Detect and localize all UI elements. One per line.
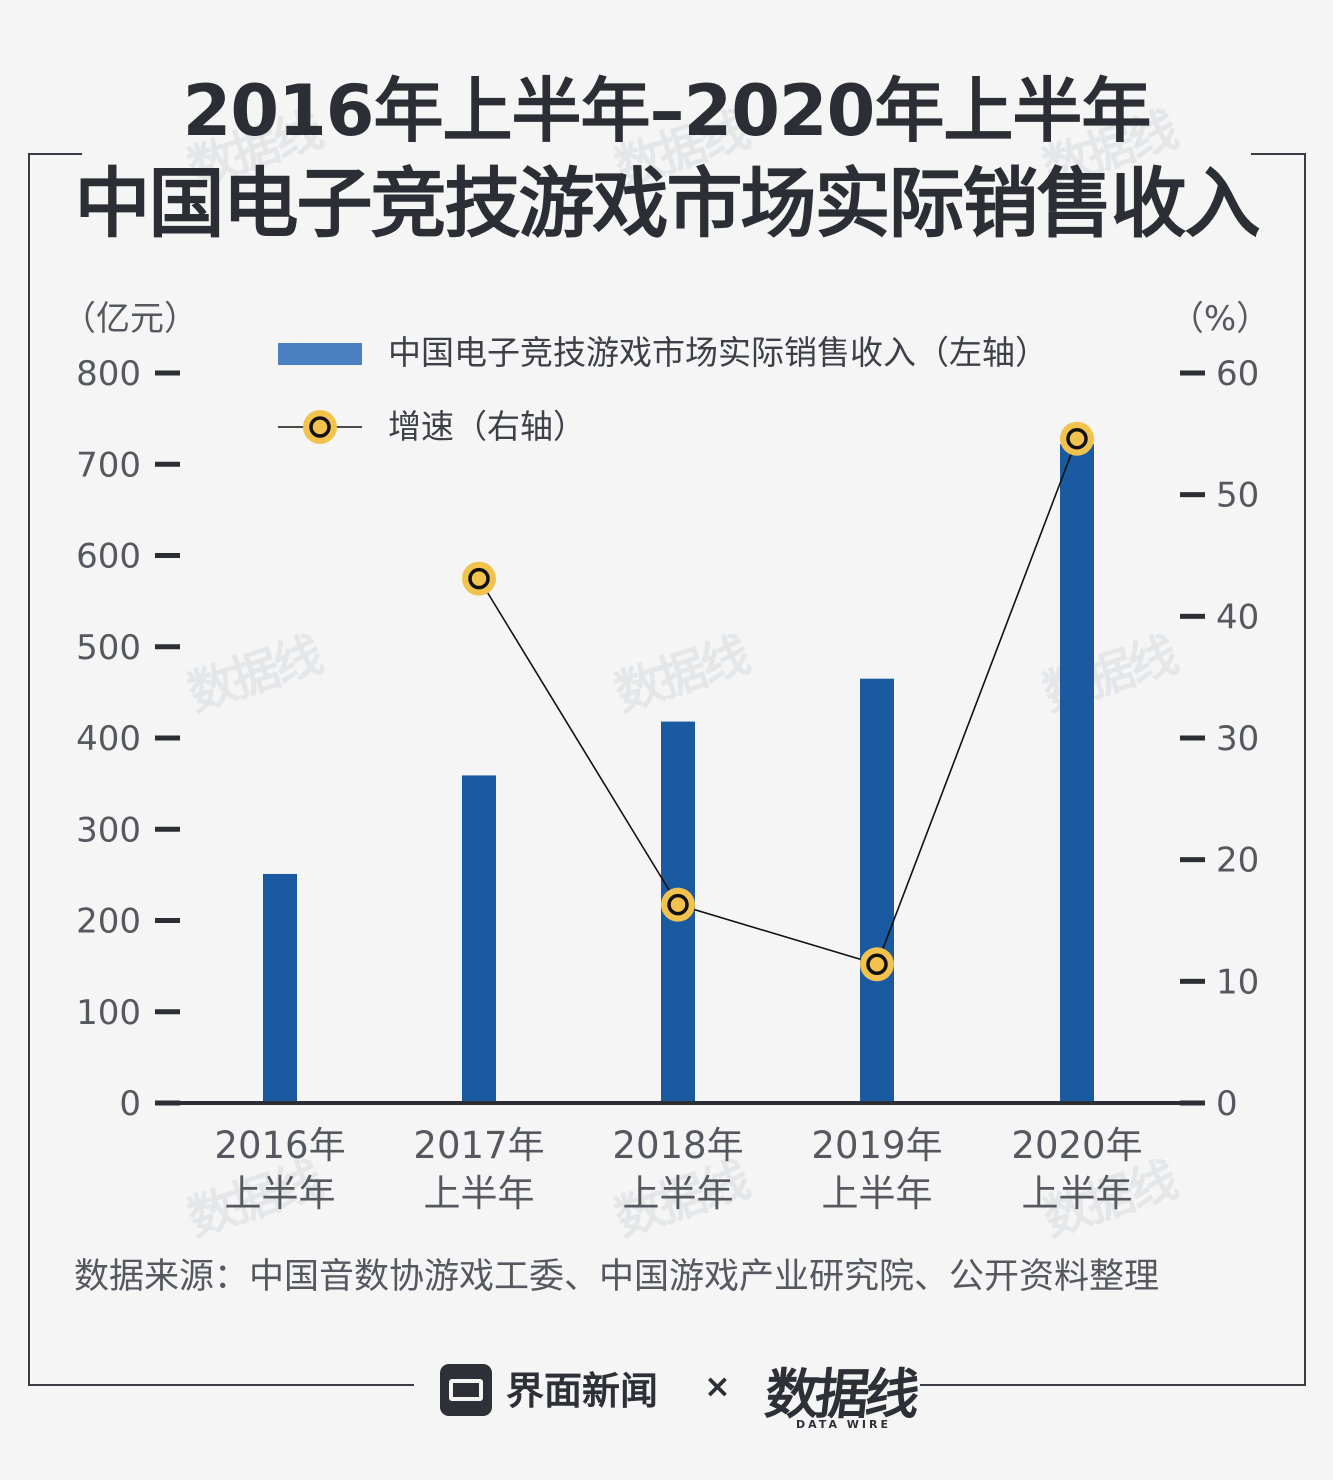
legend-line-marker-ring bbox=[309, 416, 331, 438]
right-tick-mark bbox=[1180, 735, 1205, 741]
left-tick-mark bbox=[155, 918, 180, 923]
growth-point bbox=[462, 561, 496, 596]
revenue-bar bbox=[1060, 444, 1094, 1103]
growth-point bbox=[1060, 421, 1094, 456]
datawire-logo-sub: DATA WIRE bbox=[796, 1418, 891, 1431]
frame-bottom-left bbox=[28, 1384, 414, 1386]
left-tick-label: 700 bbox=[76, 445, 141, 485]
right-tick-label: 40 bbox=[1216, 597, 1259, 637]
x-tick-label-half: 上半年 bbox=[623, 1172, 734, 1215]
left-tick-label: 0 bbox=[119, 1084, 141, 1124]
jiemian-logo-icon bbox=[440, 1364, 492, 1416]
growth-point-ring bbox=[1066, 427, 1088, 450]
x-tick-label-half: 上半年 bbox=[822, 1172, 933, 1215]
chart-title-line2: 中国电子竞技游戏市场实际销售收入 bbox=[74, 159, 1261, 248]
left-tick-mark bbox=[155, 553, 180, 558]
left-tick-mark bbox=[155, 644, 180, 650]
right-tick-label: 30 bbox=[1216, 719, 1259, 759]
revenue-bar bbox=[860, 678, 894, 1103]
chart-title-line1: 2016年上半年–2020年上半年 bbox=[182, 70, 1152, 152]
legend-line-marker bbox=[303, 410, 337, 444]
right-tick-mark bbox=[1180, 492, 1205, 498]
left-tick-label: 800 bbox=[76, 354, 141, 394]
left-tick-mark bbox=[155, 370, 180, 376]
right-tick-label: 0 bbox=[1216, 1084, 1238, 1124]
x-tick-label-half: 上半年 bbox=[225, 1172, 336, 1215]
growth-line bbox=[478, 438, 1078, 966]
x-tick-label-year: 2017年 bbox=[413, 1124, 544, 1167]
left-tick-label: 100 bbox=[76, 993, 141, 1033]
left-tick-mark bbox=[155, 826, 180, 832]
x-tick-label-half: 上半年 bbox=[1022, 1172, 1133, 1215]
x-tick-label-half: 上半年 bbox=[424, 1172, 535, 1215]
frame-bottom-right bbox=[920, 1384, 1306, 1386]
x-tick-label-year: 2016年 bbox=[214, 1124, 345, 1167]
left-tick-label: 200 bbox=[76, 902, 141, 942]
frame-right bbox=[1304, 153, 1306, 1386]
growth-point-ring bbox=[667, 893, 689, 916]
legend-line-label: 增速（右轴） bbox=[388, 407, 586, 446]
right-tick-mark bbox=[1180, 978, 1205, 984]
x-tick-label-year: 2020年 bbox=[1011, 1124, 1142, 1167]
right-tick-label: 60 bbox=[1216, 354, 1259, 394]
left-tick-mark bbox=[155, 735, 180, 741]
right-tick-label: 10 bbox=[1216, 962, 1259, 1002]
frame-top-left bbox=[28, 153, 82, 155]
right-tick-mark bbox=[1180, 370, 1205, 376]
right-tick-label: 50 bbox=[1216, 476, 1259, 516]
footer-separator: × bbox=[704, 1367, 731, 1405]
x-tick-label-year: 2018年 bbox=[612, 1124, 743, 1167]
growth-point-ring bbox=[468, 567, 490, 590]
left-axis-unit: （亿元） bbox=[62, 299, 198, 339]
x-tick-label-year: 2019年 bbox=[811, 1124, 942, 1167]
left-tick-label: 400 bbox=[76, 719, 141, 759]
left-tick-mark bbox=[155, 461, 180, 467]
legend-bar-swatch bbox=[278, 343, 362, 365]
frame-left bbox=[28, 153, 30, 1386]
source-note: 数据来源：中国音数协游戏工委、中国游戏产业研究院、公开资料整理 bbox=[74, 1257, 1160, 1297]
x-axis-line bbox=[155, 1101, 1205, 1105]
right-tick-label: 20 bbox=[1216, 841, 1259, 881]
footer-brand: 界面新闻 bbox=[506, 1369, 659, 1413]
right-tick-mark bbox=[1180, 857, 1205, 863]
right-tick-mark bbox=[1180, 613, 1205, 619]
revenue-bar bbox=[263, 873, 297, 1103]
left-tick-mark bbox=[155, 1009, 180, 1015]
growth-point bbox=[661, 887, 695, 922]
legend-bar-label: 中国电子竞技游戏市场实际销售收入（左轴） bbox=[388, 333, 1048, 372]
frame-top-right bbox=[1251, 153, 1306, 155]
revenue-bar bbox=[462, 775, 496, 1103]
growth-point bbox=[860, 947, 894, 982]
left-tick-label: 300 bbox=[76, 810, 141, 850]
left-tick-label: 500 bbox=[76, 628, 141, 668]
left-tick-label: 600 bbox=[76, 537, 141, 577]
growth-point-ring bbox=[866, 953, 888, 976]
right-axis-unit: （%） bbox=[1170, 299, 1270, 339]
